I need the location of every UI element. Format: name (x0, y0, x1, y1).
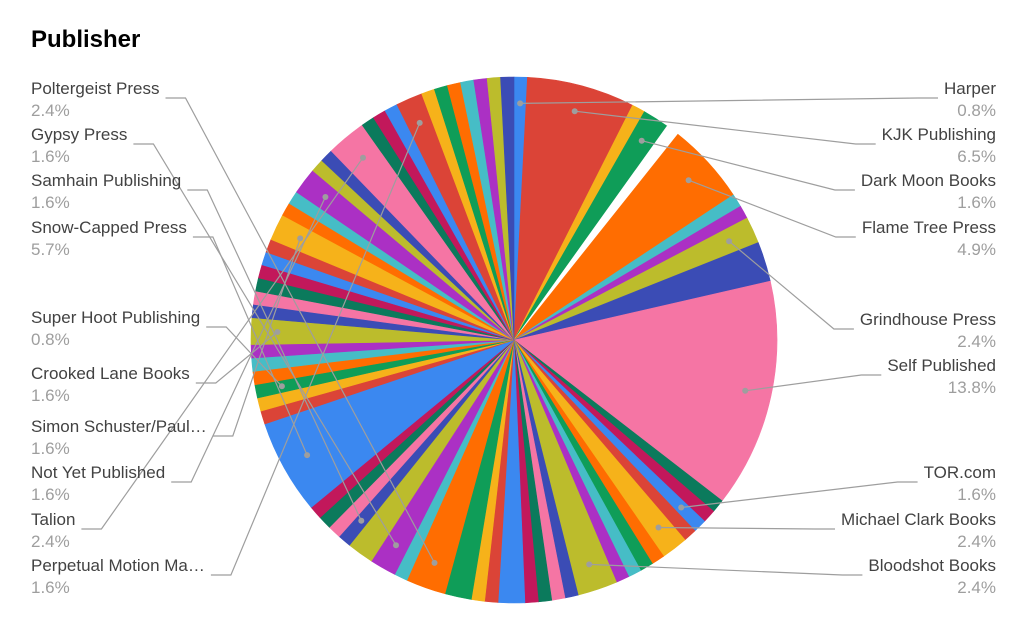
slice-label-percent: 1.6% (31, 578, 70, 597)
slice-label-name: Grindhouse Press (860, 310, 996, 329)
slice-label-percent: 2.4% (957, 332, 996, 351)
slice-label-name: Talion (31, 510, 75, 529)
leader-line (192, 236, 308, 456)
slice-label-percent: 1.6% (31, 147, 70, 166)
leader-line (688, 179, 856, 238)
leader-line (81, 157, 364, 530)
slice-label-percent: 5.7% (31, 240, 70, 259)
leader-line (641, 140, 855, 191)
slice-label-name: Bloodshot Books (868, 556, 996, 575)
slice-label-percent: 2.4% (31, 101, 70, 120)
slice-label-name: Flame Tree Press (862, 218, 996, 237)
slice-label-percent: 1.6% (31, 386, 70, 405)
slice-label-percent: 2.4% (31, 532, 70, 551)
leader-line (728, 240, 854, 330)
leader-line (206, 326, 283, 387)
leader-line (589, 563, 863, 576)
slice-label-name: KJK Publishing (882, 125, 996, 144)
slice-label-percent: 2.4% (957, 532, 996, 551)
chart-title: Publisher (31, 26, 141, 53)
slice-label-name: Self Published (887, 356, 996, 375)
slice-label-percent: 1.6% (31, 485, 70, 504)
leader-line (165, 97, 436, 564)
leader-line (745, 374, 882, 392)
slice-label-percent: 0.8% (957, 101, 996, 120)
leader-line (212, 238, 301, 437)
slice-label-percent: 1.6% (31, 193, 70, 212)
slice-label-percent: 1.6% (957, 485, 996, 504)
leader-line (210, 122, 421, 576)
slice-label-name: Perpetual Motion Ma… (31, 556, 205, 575)
slice-label-name: Samhain Publishing (31, 171, 181, 190)
slice-label-name: Snow-Capped Press (31, 218, 187, 237)
slice-label-name: Crooked Lane Books (31, 364, 190, 383)
slice-label-name: TOR.com (924, 463, 996, 482)
slice-label-percent: 4.9% (957, 240, 996, 259)
pie-slice (513, 77, 633, 341)
slice-label-name: Poltergeist Press (31, 79, 160, 98)
leader-line (658, 526, 835, 530)
slice-label-name: Michael Clark Books (841, 510, 996, 529)
slice-labels: Harper 0.8% KJK Publishing 6.5% Dark Moon Bo… (31, 79, 996, 597)
slice-label-name: Dark Moon Books (861, 171, 996, 190)
slice-label-percent: 1.6% (31, 439, 70, 458)
slice-label-percent: 2.4% (957, 578, 996, 597)
slice-label-percent: 1.6% (957, 193, 996, 212)
pie-slice (513, 280, 778, 502)
slice-label-name: Simon Schuster/Paul… (31, 417, 207, 436)
slice-label-name: Harper (944, 79, 996, 98)
slice-label-name: Super Hoot Publishing (31, 308, 200, 327)
slice-label-name: Not Yet Published (31, 463, 165, 482)
slice-label-percent: 6.5% (957, 147, 996, 166)
leader-lines (81, 97, 938, 576)
pie-slices (250, 76, 778, 604)
leader-line (133, 143, 397, 546)
slice-label-name: Gypsy Press (31, 125, 127, 144)
slice-label-percent: 0.8% (31, 330, 70, 349)
leader-line (171, 196, 326, 483)
leader-line (520, 97, 938, 104)
leader-line (681, 481, 918, 509)
pie-slice (500, 76, 515, 341)
slice-label-percent: 13.8% (948, 378, 996, 397)
leader-line (187, 189, 362, 522)
leader-line (574, 110, 876, 145)
leader-line (195, 331, 278, 384)
